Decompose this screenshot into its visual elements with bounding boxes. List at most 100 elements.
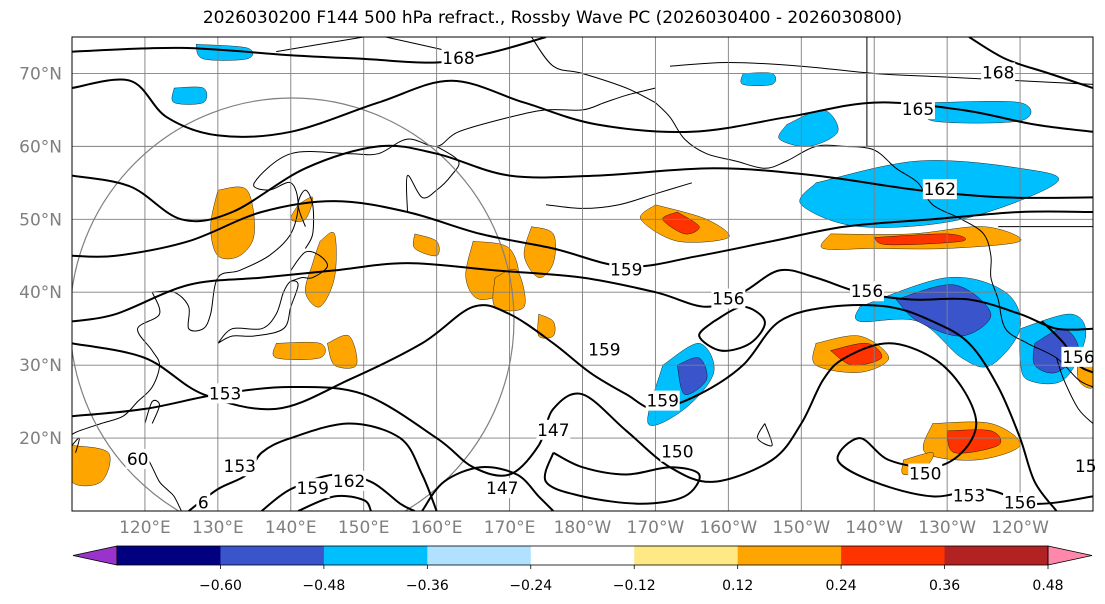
contour-label-text: 159 — [296, 479, 328, 499]
contour-label-text: 162 — [924, 180, 956, 200]
latitude-labels: 70°N 60°N 50°N 40°N 30°N 20°N — [19, 64, 62, 449]
lon-tick-label: 150°E — [338, 518, 390, 538]
lon-tick-label: 140°E — [265, 518, 317, 538]
contour-label-text: 156 — [851, 282, 883, 302]
contour-label: 165 — [900, 98, 935, 120]
contour-label: 168 — [441, 47, 476, 69]
contour-label: 159 — [609, 259, 644, 280]
lon-tick-label: 180°W — [554, 518, 612, 538]
colorbar-bin — [944, 546, 1049, 565]
shaded-region — [72, 445, 111, 487]
contour-label-text: 6 — [198, 494, 209, 514]
contour-label: 147 — [485, 478, 520, 499]
contour-line — [297, 494, 372, 511]
lat-tick-label: 60°N — [19, 137, 62, 157]
contour-line — [72, 304, 1058, 511]
coastline — [152, 87, 656, 332]
contour-label: 60 — [125, 448, 150, 470]
shaded-region — [946, 429, 1002, 454]
colorbar-extend-low — [72, 545, 118, 566]
lat-tick-label: 70°N — [19, 64, 62, 84]
coastline — [144, 452, 182, 511]
coastline — [655, 102, 1093, 388]
contour-label-text: 153 — [209, 384, 241, 404]
contour-label-bg — [222, 456, 257, 477]
contour-label: 162 — [332, 470, 367, 492]
contour-label-bg — [1073, 456, 1098, 477]
contour-label-text: 159 — [646, 392, 678, 412]
contour-label-bg — [1061, 346, 1096, 367]
lon-tick-label: 150°W — [772, 518, 830, 538]
contour-label-text: 150 — [909, 465, 941, 485]
colorbar-bin — [323, 546, 428, 565]
contour-label-bg — [711, 288, 746, 309]
lon-tick-label: 120°E — [119, 518, 171, 538]
contour-label-bg — [125, 448, 150, 469]
colorbar-bin — [841, 546, 946, 565]
contour-label: 150 — [660, 441, 695, 463]
coastline — [276, 37, 364, 53]
contour-label-text: 15 — [1075, 457, 1097, 477]
shaded-region — [272, 342, 326, 360]
contour-label-text: 153 — [953, 486, 985, 506]
shaded-region — [537, 313, 556, 339]
lon-tick-label: 130°W — [918, 518, 976, 538]
contour-label: 147 — [536, 419, 571, 441]
colorbar-tick-label: 0.24 — [826, 578, 857, 594]
contour-line — [72, 144, 1093, 223]
coastline — [290, 250, 328, 282]
lon-tick-label: 140°W — [845, 518, 903, 538]
contour-label: 156 — [711, 288, 746, 310]
contour-label-text: 159 — [610, 260, 642, 280]
contour-label-bg — [609, 259, 644, 280]
contour-label: 150 — [908, 463, 943, 485]
contour-line — [188, 422, 438, 511]
contour-label-bg — [908, 463, 943, 484]
contour-label-text: 150 — [661, 443, 693, 463]
rossby-wave-circle — [72, 97, 515, 511]
contour-label-text: 147 — [486, 479, 518, 499]
colorbar-tick-label: −0.36 — [406, 578, 449, 594]
contour-line — [968, 37, 1093, 89]
contour-line — [421, 465, 555, 511]
lon-tick-label: 170°W — [627, 518, 685, 538]
contour-line — [72, 262, 1093, 331]
lat-tick-label: 20°N — [19, 429, 62, 449]
map-frame — [71, 36, 1094, 512]
colorbar-extend-high — [1047, 545, 1093, 566]
colorbar-bin — [737, 546, 842, 565]
contour-label: 15 — [1073, 456, 1098, 477]
lat-tick-label: 40°N — [19, 283, 62, 303]
contour-label: 159 — [295, 478, 330, 499]
contour-label: 162 — [922, 179, 957, 200]
contour-line — [72, 342, 1093, 505]
colorbar-bin — [634, 546, 739, 565]
colorbar-tick-label: 0.36 — [929, 578, 960, 594]
shaded-region — [677, 357, 708, 395]
colorbar-bin — [530, 546, 635, 565]
shaded-region — [895, 284, 992, 337]
contour-line — [543, 451, 701, 505]
shaded-region — [740, 72, 776, 86]
colorbar-tick-label: 0.12 — [722, 578, 753, 594]
colorbar-frame — [116, 545, 1049, 566]
contour-label: 168 — [981, 62, 1016, 83]
colorbar-bin — [427, 546, 532, 565]
lon-tick-label: 120°W — [991, 518, 1049, 538]
contour-label-text: 153 — [224, 457, 256, 477]
contour-label-text: 156 — [1004, 494, 1036, 514]
contour-label: 153 — [222, 456, 257, 477]
contour-label: 156 — [1061, 346, 1096, 368]
lon-tick-label: 160°W — [699, 518, 757, 538]
lat-tick-label: 50°N — [19, 210, 62, 230]
contour-label-bg — [952, 485, 987, 506]
coastline — [545, 182, 693, 209]
contour-label-bg — [660, 441, 695, 462]
contour-label: 159 — [645, 390, 680, 412]
coastline — [1056, 357, 1093, 424]
colorbar: −0.60 −0.48 −0.36 −0.24 −0.12 0.12 0.24 0.36 0.4… — [72, 545, 1093, 594]
shaded-region — [873, 233, 966, 246]
colorbar-tick-label: −0.24 — [509, 578, 552, 594]
lon-tick-label: 160°E — [411, 518, 463, 538]
